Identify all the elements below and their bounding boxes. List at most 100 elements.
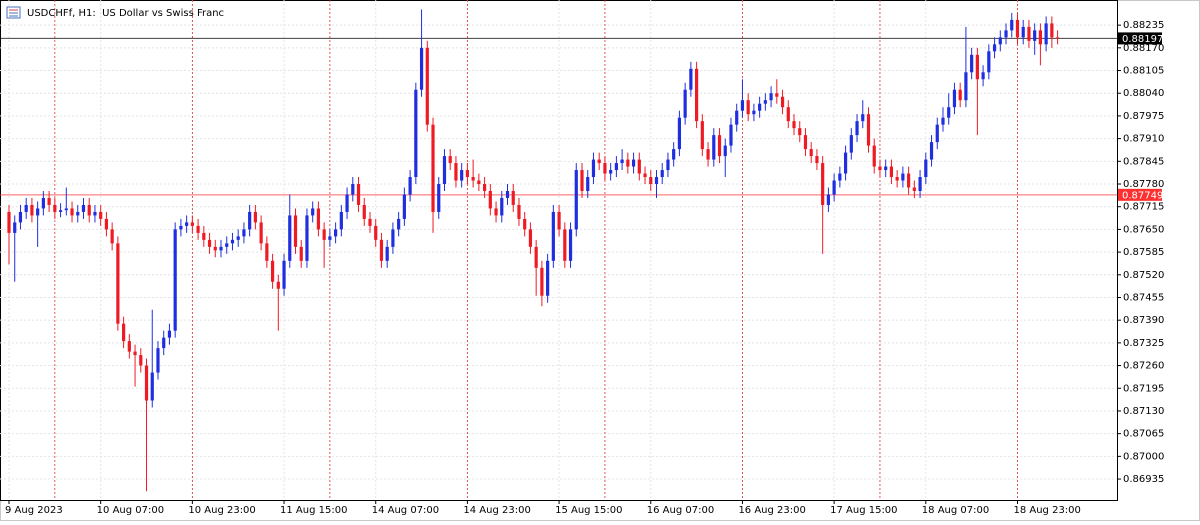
x-tick-label: 16 Aug 23:00: [738, 505, 805, 516]
candle-body: [758, 103, 762, 111]
candle-body: [276, 281, 280, 289]
candle-body: [179, 225, 183, 230]
candle-body: [941, 117, 945, 125]
candle-body: [465, 170, 469, 178]
x-tick-label: 11 Aug 15:00: [280, 505, 347, 516]
candle-body: [706, 149, 710, 160]
candle-body: [752, 110, 756, 115]
candle-body: [964, 72, 968, 101]
candle-body: [838, 173, 842, 181]
candle-body: [24, 204, 28, 212]
candle-body: [746, 100, 750, 115]
candle-body: [1033, 30, 1037, 41]
candle-body: [614, 163, 618, 171]
candle-body: [884, 166, 888, 171]
candle-body: [190, 222, 194, 226]
candle-body: [242, 229, 246, 237]
y-tick-label: 0.87325: [1123, 338, 1164, 349]
candle-body: [288, 215, 292, 261]
candle-body: [763, 100, 767, 104]
candle-body: [225, 243, 229, 247]
candle-body: [356, 184, 361, 205]
candle-body: [568, 229, 573, 261]
candle-body: [230, 239, 235, 244]
candle-body: [815, 156, 819, 164]
candle-body: [924, 159, 928, 178]
candle-body: [219, 246, 223, 251]
y-tick-label: 0.87260: [1123, 361, 1164, 372]
candle-body: [167, 330, 172, 338]
candle-body: [259, 222, 263, 244]
candle-body: [196, 225, 200, 233]
candle-body: [419, 47, 424, 90]
candle-body: [700, 121, 704, 150]
candle-body: [947, 107, 951, 118]
candle-body: [248, 211, 252, 230]
candle-body: [477, 180, 481, 185]
candle-body: [265, 243, 269, 261]
candle-body: [505, 190, 510, 198]
candle-body: [437, 184, 441, 212]
candle-body: [798, 128, 802, 136]
candle-body: [620, 159, 624, 164]
candle-body: [1004, 30, 1008, 38]
candle-body: [929, 142, 934, 160]
candle-body: [53, 204, 57, 212]
candle-body: [116, 243, 120, 324]
price-label: 0.88197: [1122, 34, 1163, 45]
x-tick-label: 15 Aug 15:00: [555, 505, 622, 516]
candle-body: [786, 107, 790, 122]
candle-body: [918, 177, 922, 191]
candle-body: [649, 177, 653, 185]
candle-body: [431, 124, 435, 212]
candle-body: [654, 177, 659, 185]
candle-body: [511, 190, 515, 205]
candle-body: [293, 215, 298, 247]
candle-body: [792, 121, 796, 129]
y-tick-label: 0.88235: [1123, 20, 1164, 31]
candle-body: [872, 145, 876, 167]
candle-body: [471, 177, 475, 181]
candle-body: [99, 211, 103, 219]
candle-body: [609, 170, 613, 174]
candle-body: [912, 187, 916, 191]
candle-body: [397, 218, 401, 230]
candle-body: [855, 121, 859, 136]
candle-body: [253, 211, 257, 223]
candle-body: [162, 337, 166, 349]
candle-body: [122, 323, 126, 342]
y-tick-label: 0.88040: [1123, 88, 1164, 99]
candle-body: [528, 229, 533, 247]
candle-body: [740, 100, 745, 111]
candle-body: [935, 124, 939, 143]
candle-body: [660, 170, 664, 178]
candle-body: [87, 204, 91, 216]
candle-body: [809, 149, 813, 157]
candle-body: [1027, 26, 1031, 41]
price-label-box: [1118, 32, 1162, 45]
candle-body: [849, 135, 853, 153]
candle-body: [345, 194, 349, 212]
candle-body: [316, 208, 321, 230]
candle-body: [517, 204, 521, 219]
candle-body: [557, 211, 561, 230]
candle-body: [672, 149, 676, 160]
candle-body: [47, 197, 51, 205]
candle-body: [70, 208, 74, 216]
y-tick-label: 0.87390: [1123, 315, 1164, 326]
candle-body: [992, 44, 997, 52]
candle-body: [677, 117, 682, 150]
candle-body: [958, 89, 962, 101]
candle-body: [603, 163, 607, 174]
candle-body: [563, 229, 567, 261]
candle-body: [1021, 26, 1025, 38]
candle-body: [987, 51, 991, 73]
candle-body: [488, 190, 492, 209]
candle-body: [580, 170, 584, 191]
candle-body: [311, 208, 315, 216]
candle-body: [207, 239, 212, 247]
candle-body: [104, 218, 109, 230]
candle-body: [494, 208, 498, 216]
candle-body: [952, 89, 957, 108]
